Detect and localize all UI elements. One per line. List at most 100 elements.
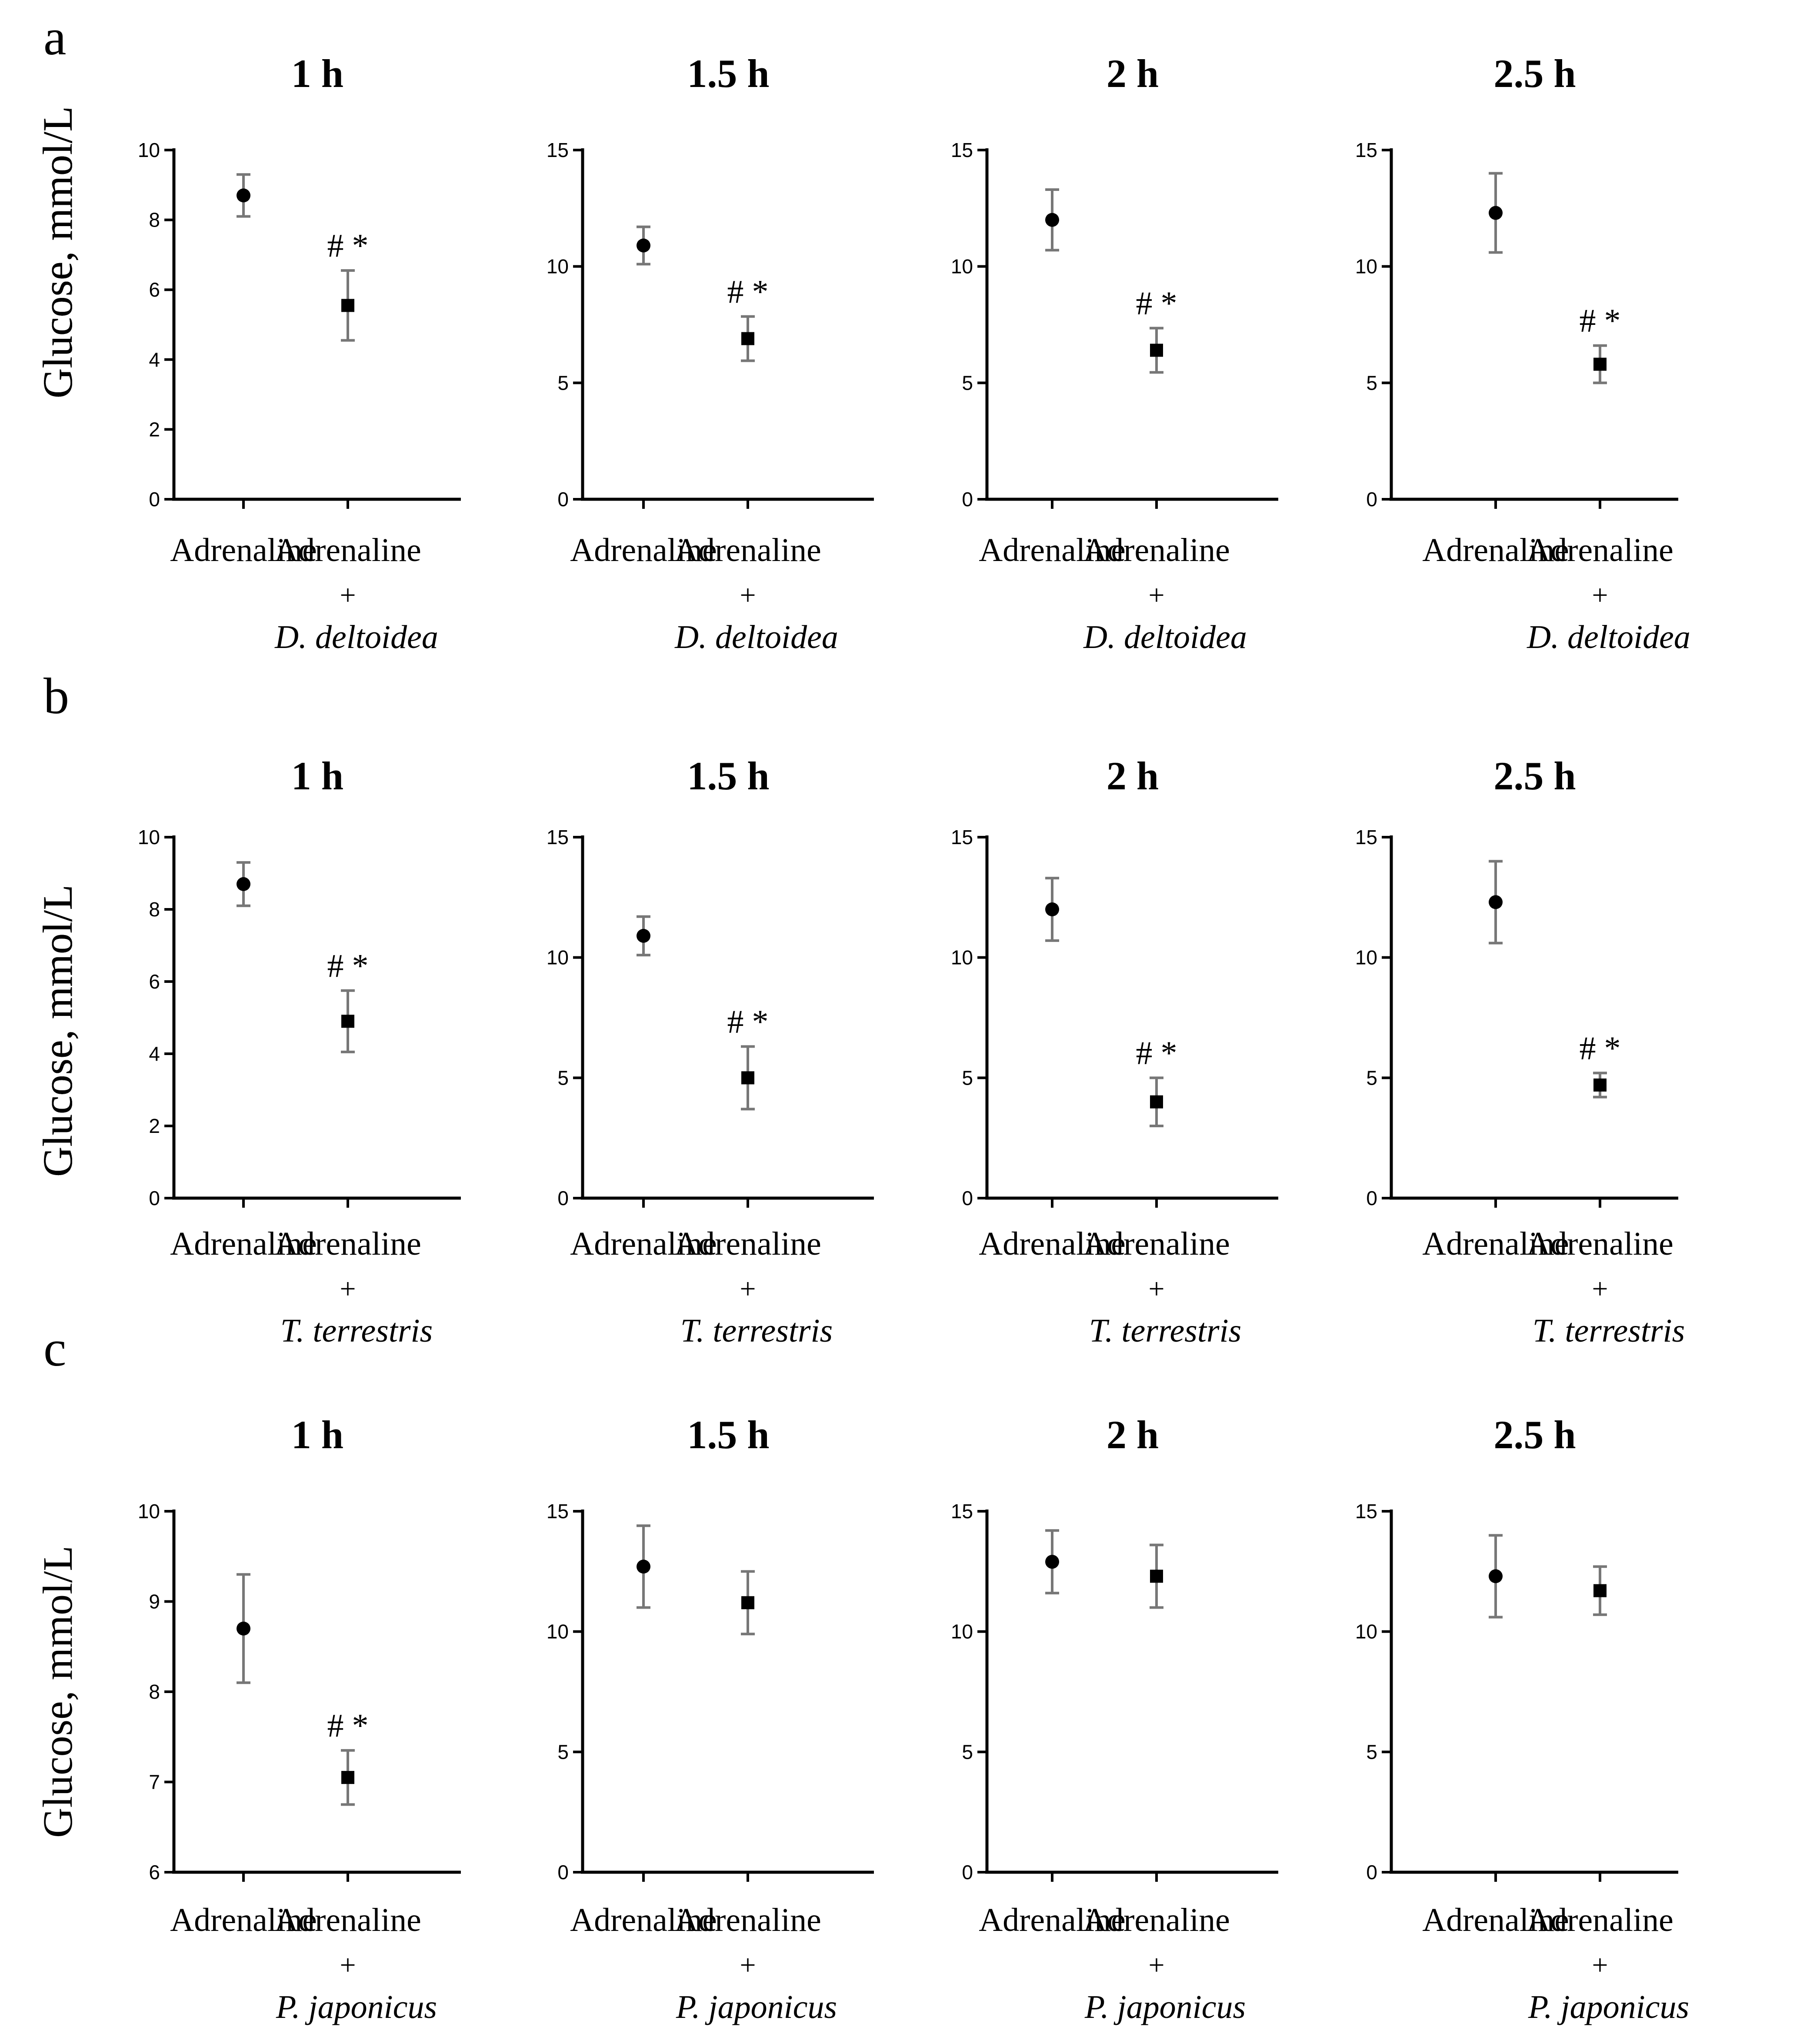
y-tick-label: 10 (547, 255, 569, 278)
data-point-treatment (1593, 357, 1607, 371)
y-tick-label: 10 (1355, 946, 1377, 969)
chart-title: 2.5 h (1493, 1413, 1576, 1457)
category-species-label: P. japonicus (276, 1989, 437, 2025)
y-tick-label: 8 (149, 1680, 160, 1703)
y-axis-label: Glucose, mmol/L (34, 885, 81, 1177)
y-tick-label: 15 (1355, 1500, 1377, 1523)
y-tick-label: 10 (1355, 255, 1377, 278)
y-tick-label: 9 (149, 1590, 160, 1613)
y-tick-label: 10 (951, 255, 973, 278)
y-tick-label: 0 (1366, 1861, 1377, 1884)
y-tick-label: 15 (951, 1500, 973, 1523)
category-plus-sign: + (740, 1273, 756, 1305)
category-label: Adrenaline (674, 532, 821, 568)
category-species-label: P. japonicus (1528, 1989, 1689, 2025)
chart-title: 2 h (1107, 1413, 1159, 1457)
significance-annotation: # * (727, 274, 769, 310)
data-point-adrenaline (637, 1560, 650, 1574)
category-label: Adrenaline (170, 1902, 317, 1938)
category-plus-sign: + (340, 579, 356, 611)
data-point-adrenaline (237, 1621, 250, 1636)
data-point-treatment (341, 1771, 354, 1784)
data-point-adrenaline (237, 877, 250, 891)
category-plus-sign: + (740, 579, 756, 611)
category-species-label: P. japonicus (676, 1989, 837, 2025)
chart-title: 1 h (291, 1413, 343, 1457)
y-axis-label: Glucose, mmol/L (34, 885, 81, 1177)
category-label: Adrenaline (1083, 1902, 1230, 1938)
category-label: Adrenaline (274, 1226, 421, 1262)
chart-title: 2 h (1107, 51, 1159, 96)
significance-annotation: # * (327, 948, 369, 984)
y-tick-label: 0 (962, 1187, 973, 1209)
significance-annotation: # * (1136, 285, 1177, 322)
category-label: Adrenaline (570, 532, 717, 568)
y-tick-label: 8 (149, 898, 160, 921)
y-tick-label: 5 (962, 371, 973, 394)
data-point-adrenaline (1489, 206, 1503, 220)
data-point-treatment (1593, 1584, 1607, 1597)
data-point-adrenaline (1489, 895, 1503, 909)
data-point-treatment (741, 1071, 754, 1085)
category-label: Adrenaline (570, 1902, 717, 1938)
y-axis-label: Glucose, mmol/L (34, 1546, 81, 1838)
y-axis-label: Glucose, mmol/L (34, 106, 81, 398)
y-axis-label: Glucose, mmol/L (34, 106, 81, 398)
y-tick-label: 5 (557, 1066, 569, 1089)
panel-label-a: a (43, 9, 66, 66)
y-tick-label: 0 (149, 488, 160, 511)
category-plus-sign: + (1592, 1949, 1608, 1981)
category-label: Adrenaline (1083, 1226, 1230, 1262)
category-species-label: T. terrestris (680, 1313, 833, 1349)
category-plus-sign: + (1592, 1273, 1608, 1305)
chart-title: 1.5 h (687, 754, 769, 798)
y-tick-label: 0 (149, 1187, 160, 1209)
category-label: Adrenaline (1083, 532, 1230, 568)
significance-annotation: # * (1136, 1035, 1177, 1071)
y-tick-label: 6 (149, 970, 160, 993)
y-tick-label: 4 (149, 348, 160, 371)
y-tick-label: 15 (1355, 826, 1377, 848)
category-label: Adrenaline (170, 532, 317, 568)
category-label: Adrenaline (570, 1226, 717, 1262)
category-plus-sign: + (740, 1949, 756, 1981)
category-label: Adrenaline (274, 1902, 421, 1938)
y-tick-label: 6 (149, 278, 160, 301)
y-tick-label: 6 (149, 1861, 160, 1884)
data-point-treatment (341, 299, 354, 312)
category-label: Adrenaline (274, 532, 421, 568)
data-point-adrenaline (1489, 1569, 1503, 1583)
y-tick-label: 5 (1366, 371, 1377, 394)
category-label: Adrenaline (1422, 1902, 1569, 1938)
data-point-treatment (1150, 1095, 1163, 1109)
category-species-label: D. deltoidea (674, 619, 838, 655)
chart-title: 2.5 h (1493, 51, 1576, 96)
chart-title: 1.5 h (687, 51, 769, 96)
category-label: Adrenaline (979, 1226, 1126, 1262)
category-species-label: P. japonicus (1084, 1989, 1246, 2025)
y-tick-label: 15 (1355, 139, 1377, 161)
significance-annotation: # * (727, 1003, 769, 1040)
data-point-adrenaline (1045, 902, 1059, 916)
category-species-label: D. deltoidea (1527, 619, 1690, 655)
category-species-label: T. terrestris (280, 1313, 433, 1349)
data-point-treatment (341, 1015, 354, 1028)
panel-label-c: c (43, 1320, 66, 1377)
y-tick-label: 0 (557, 488, 569, 511)
y-tick-label: 2 (149, 1115, 160, 1137)
y-tick-label: 15 (547, 139, 569, 161)
category-label: Adrenaline (1527, 1226, 1673, 1262)
data-point-adrenaline (1045, 213, 1059, 227)
y-axis-label: Glucose, mmol/L (34, 106, 81, 398)
significance-annotation: # * (1580, 303, 1621, 339)
category-label: Adrenaline (979, 532, 1126, 568)
y-axis-label: Glucose, mmol/L (34, 885, 81, 1177)
y-tick-label: 15 (951, 826, 973, 848)
